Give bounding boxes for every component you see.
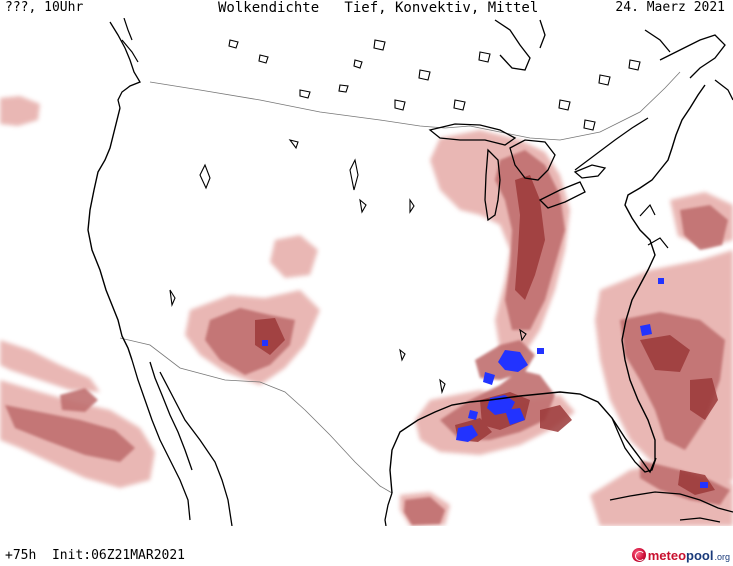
st-lawrence (574, 117, 649, 171)
cuba (609, 491, 733, 513)
atlantic-canada (644, 29, 733, 101)
mexico-west-coast (159, 371, 233, 526)
canada-border (149, 71, 681, 141)
us-west-coast (87, 107, 133, 361)
us-east-coast (621, 84, 706, 341)
cloud-layer-light (0, 96, 733, 526)
meteopool-logo-icon (631, 548, 646, 562)
interior-water-bodies (169, 139, 527, 395)
james-bay (494, 19, 546, 71)
meteopool-logo[interactable]: meteo pool .org (631, 546, 730, 564)
mexico-gulf-coast (384, 492, 393, 526)
baja-peninsula (131, 359, 193, 521)
gulf-coast (389, 339, 656, 494)
forecast-init-label: +75h Init:06Z21MAR2021 (5, 548, 186, 563)
valid-date-label: 24. Maerz 2021 (615, 0, 725, 15)
map-canvas (0, 18, 733, 526)
convective-cells (262, 278, 708, 488)
map-svg (0, 18, 733, 526)
bc-coast (109, 21, 141, 109)
logo-text-meteo: meteo (647, 547, 687, 563)
canadian-lakes (228, 39, 641, 131)
logo-text-org: .org (714, 551, 730, 562)
florida-peninsula (611, 417, 657, 473)
great-lakes (428, 123, 607, 222)
map-title: Wolkendichte Tief, Konvektiv, Mittel (218, 0, 539, 16)
valid-time-label: ???, 10Uhr (5, 0, 84, 15)
logo-text-pool: pool (686, 547, 714, 563)
mexico-border (119, 337, 393, 494)
